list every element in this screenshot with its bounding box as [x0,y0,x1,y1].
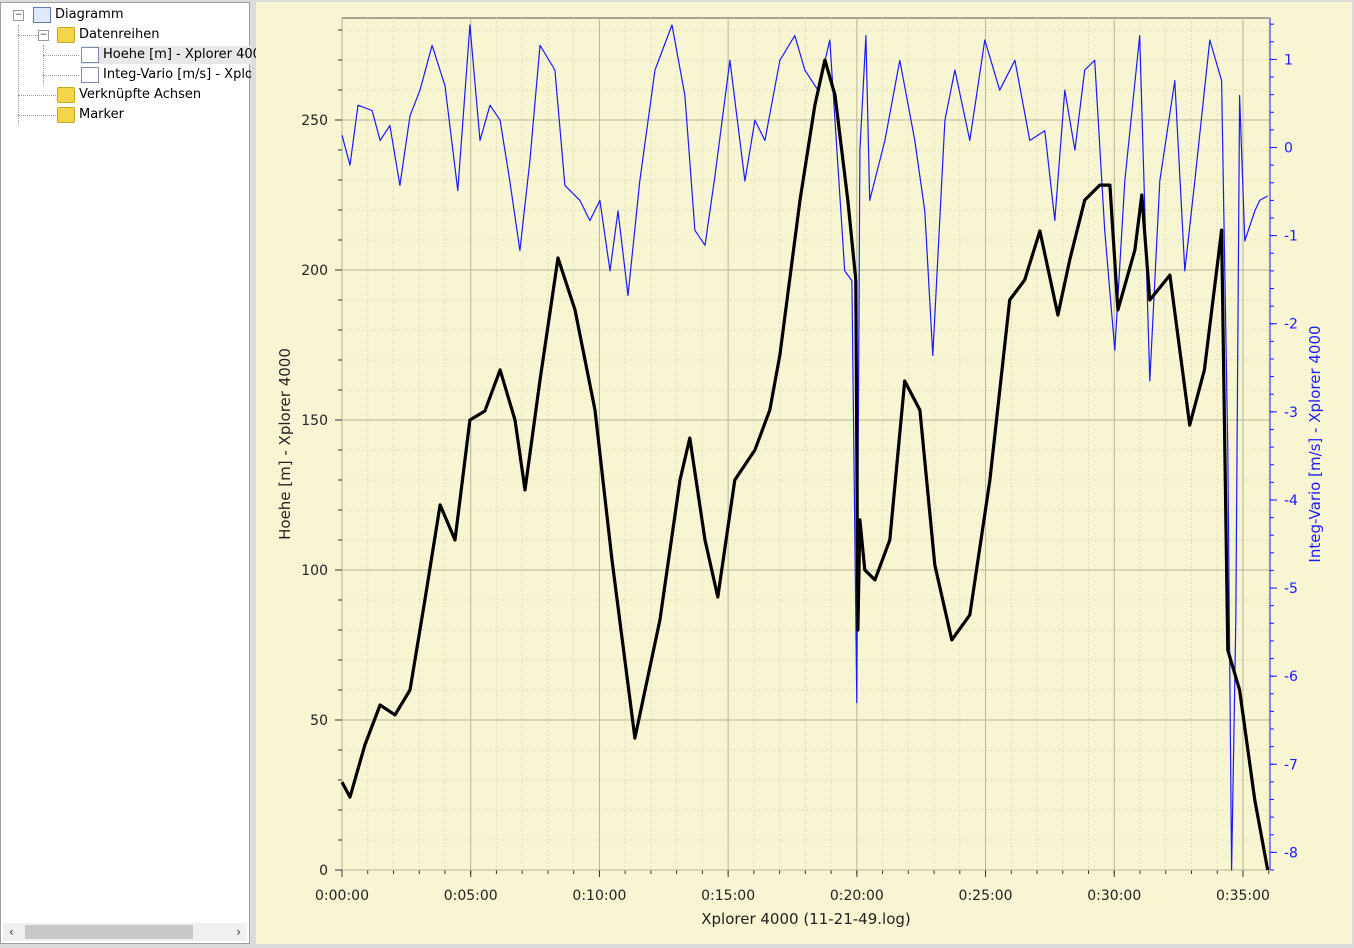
series-icon [81,66,99,83]
chart-tree-panel: − − Diagramm Datenreihen Hoehe [m] - Xpl… [0,2,269,944]
y2-axis-title: Integ-Vario [m/s] - Xplorer 4000 [1306,325,1324,562]
tree-node-datenreihen[interactable]: Datenreihen [57,26,159,44]
tree-node-verknuepfte-achsen[interactable]: Verknüpfte Achsen [57,86,201,104]
chart-icon [33,6,51,23]
y2-tick-label: -1 [1284,229,1298,245]
x-axis-title: Xplorer 4000 (11-21-49.log) [701,910,911,928]
x-tick-label: 0:00:00 [315,888,369,904]
y2-tick-label: -4 [1284,493,1298,509]
scroll-left-icon[interactable]: ‹ [9,925,14,939]
x-tick-label: 0:20:00 [830,888,884,904]
y2-tick-label: 1 [1284,52,1293,68]
tree-node-series-hoehe[interactable]: Hoehe [m] - Xplorer 4000 [81,46,269,64]
tree-node-marker[interactable]: Marker [57,106,124,124]
collapse-datenreihen-toggle[interactable]: − [38,30,49,41]
x-tick-label: 0:10:00 [572,888,626,904]
plot-area [341,17,1271,871]
line-chart: 0:00:00 0:05:00 0:10:00 0:15:00 0:20:00 0:25:… [276,17,1324,928]
scrollbar-thumb[interactable] [25,925,193,939]
y-tick-label: 50 [310,713,328,729]
tree-node-series-vario[interactable]: Integ-Vario [m/s] - Xplorer 4000 [81,66,251,84]
folder-icon [57,26,75,43]
scroll-right-icon[interactable]: › [236,925,241,939]
series-icon [81,46,99,63]
y2-tick-label: -7 [1284,757,1298,773]
series-line-hoehe [340,58,1270,871]
x-tick-label: 0:30:00 [1087,888,1141,904]
y2-tick-label: -8 [1284,845,1298,861]
collapse-diagramm-toggle[interactable]: − [13,10,24,21]
y-axis-title: Hoehe [m] - Xplorer 4000 [276,348,294,540]
y2-tick-label: 0 [1284,141,1293,157]
y-tick-label: 150 [301,413,328,429]
folder-icon [57,86,75,103]
horizontal-scrollbar[interactable]: ‹ › [3,923,247,941]
y2-tick-label: -3 [1284,405,1298,421]
y2-tick-label: -2 [1284,317,1298,333]
y2-tick-label: -6 [1284,669,1298,685]
chart-panel: 0:00:00 0:05:00 0:10:00 0:15:00 0:20:00 0:25:… [256,2,1352,944]
y-tick-label: 200 [301,263,328,279]
x-tick-label: 0:35:00 [1216,888,1270,904]
folder-icon [57,106,75,123]
y2-tick-label: -5 [1284,581,1298,597]
y-tick-label: 250 [301,113,328,129]
tree-node-diagramm[interactable]: Diagramm [33,6,123,24]
x-tick-label: 0:25:00 [959,888,1013,904]
x-tick-label: 0:15:00 [701,888,755,904]
y-tick-label: 0 [319,863,328,879]
x-tick-label: 0:05:00 [444,888,498,904]
y-tick-label: 100 [301,563,328,579]
